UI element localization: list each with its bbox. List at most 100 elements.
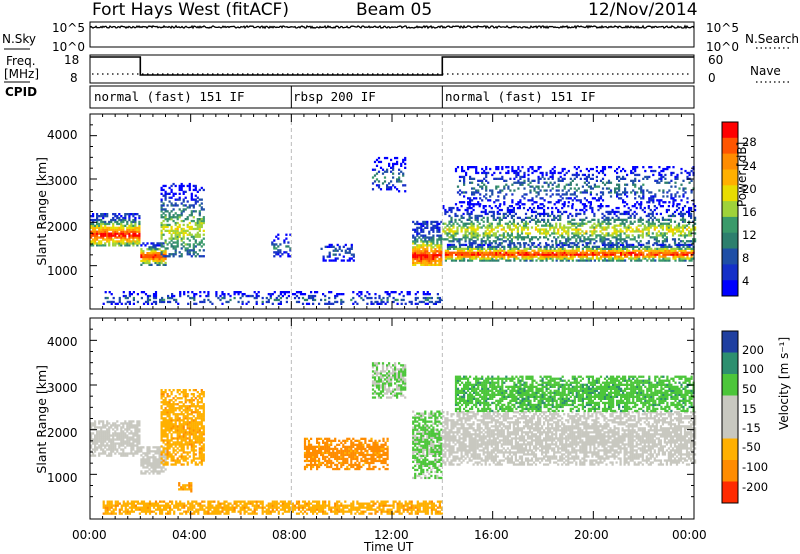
power-cell [681, 240, 685, 243]
power-cell [198, 235, 201, 238]
velocity-cell [108, 434, 111, 437]
power-cell [130, 242, 133, 245]
power-cell [551, 249, 554, 252]
power-cell [190, 194, 193, 197]
power-cell [202, 216, 205, 219]
power-cell [122, 220, 125, 224]
power-cell [515, 251, 518, 254]
power-cell [555, 206, 558, 210]
power-cell [534, 226, 538, 229]
power-cell [482, 205, 485, 208]
power-cell [601, 220, 604, 223]
power-cell [460, 216, 463, 219]
power-cell [118, 213, 121, 216]
power-cell [674, 257, 677, 260]
velocity-cell [166, 455, 169, 458]
power-cell [614, 247, 617, 250]
velocity-cell [130, 446, 133, 449]
velocity-cell [128, 452, 131, 455]
power-cell [523, 171, 526, 175]
power-cell [617, 234, 620, 237]
power-cell [114, 215, 117, 218]
power-cell [559, 175, 562, 179]
power-cell [100, 224, 103, 227]
velocity-cell [104, 444, 107, 447]
power-cell [96, 238, 99, 241]
power-cell [658, 249, 661, 252]
power-cell [295, 294, 299, 298]
power-cell [471, 191, 474, 194]
power-cell [545, 212, 548, 216]
power-cell [156, 252, 159, 255]
power-cell [593, 249, 596, 252]
power-cell [510, 205, 513, 208]
power-cell [692, 226, 695, 229]
power-cell [257, 294, 260, 298]
power-cell [144, 254, 147, 257]
power-cell [92, 242, 95, 245]
power-cell [192, 251, 195, 254]
power-cell [281, 253, 284, 256]
power-cell [493, 251, 496, 254]
power-cell [477, 171, 480, 175]
power-cell [632, 167, 635, 171]
power-cell [575, 243, 578, 247]
power-cell [671, 205, 675, 208]
power-cell [569, 197, 572, 200]
power-cell [624, 169, 627, 173]
power-cell [432, 238, 435, 241]
power-cell [653, 236, 656, 239]
power-cell [531, 199, 534, 202]
power-cell [138, 215, 141, 218]
power-cell [668, 253, 671, 256]
power-cell [422, 244, 425, 247]
power-cell [483, 243, 486, 247]
power-cell [477, 247, 480, 250]
power-cell [106, 226, 109, 229]
power-cell [277, 253, 280, 256]
power-cell [438, 228, 441, 231]
power-cell [611, 216, 614, 219]
power-cell [102, 236, 105, 239]
power-cell [277, 298, 280, 302]
power-cell [456, 166, 460, 169]
power-cell [595, 226, 598, 229]
power-cell [676, 243, 679, 247]
power-cell [519, 201, 522, 204]
power-cell [373, 160, 377, 164]
power-cell [605, 232, 608, 235]
power-cell [92, 226, 95, 229]
power-cell [440, 259, 443, 263]
velocity-cell [138, 430, 141, 433]
power-cell [508, 205, 511, 208]
power-cell [508, 228, 511, 231]
power-cell [342, 300, 345, 304]
power-cell [379, 160, 383, 164]
power-cell [211, 302, 214, 305]
power-cell [176, 233, 179, 236]
power-cell [96, 220, 99, 224]
power-cell [495, 249, 498, 252]
power-cell [634, 167, 637, 171]
power-cell [605, 253, 609, 256]
velocity-cell [110, 440, 113, 443]
power-cell [116, 240, 119, 243]
power-cell [665, 232, 668, 235]
power-cell [285, 245, 288, 248]
power-cell [609, 245, 613, 248]
power-cell [130, 226, 133, 229]
power-cell [621, 230, 624, 233]
velocity-cell [146, 454, 149, 457]
power-cell [519, 243, 522, 247]
power-cell [656, 251, 659, 254]
power-cell [616, 193, 619, 196]
power-cell [531, 179, 534, 182]
power-cell [142, 259, 145, 263]
power-cell [668, 249, 671, 252]
power-cell [690, 179, 693, 182]
power-cell [607, 238, 610, 241]
power-cell [694, 232, 697, 235]
power-cell [416, 291, 419, 294]
power-cell [573, 228, 576, 231]
power-cell [601, 193, 605, 196]
